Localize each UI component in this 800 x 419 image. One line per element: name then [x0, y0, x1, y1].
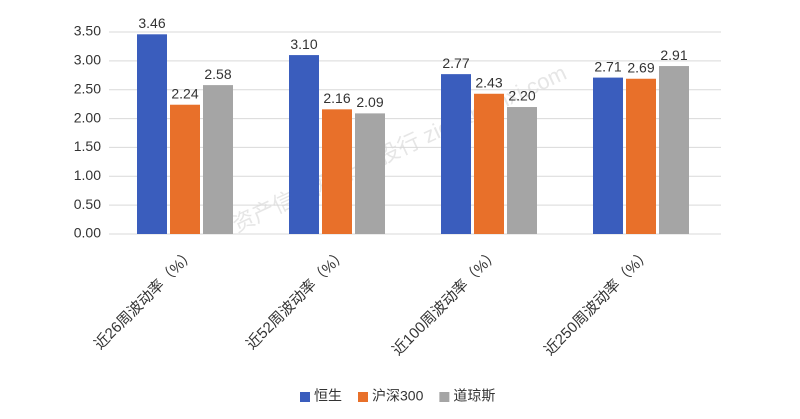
x-tick-label: 近100周波动率（%）: [389, 246, 502, 359]
bar: [659, 66, 689, 235]
value-label: 3.46: [138, 15, 165, 31]
bar: [593, 77, 623, 234]
value-label: 3.10: [290, 36, 317, 52]
x-tick-label: 近52周波动率（%）: [243, 246, 351, 354]
y-tick-label: 1.50: [74, 138, 101, 154]
value-label: 2.71: [594, 58, 621, 74]
bar: [507, 107, 537, 234]
y-tick-label: 0.50: [74, 196, 101, 212]
bar: [441, 74, 471, 234]
bar: [355, 113, 385, 234]
value-label: 2.91: [660, 47, 687, 63]
y-tick-label: 2.00: [74, 109, 101, 125]
legend-label: 恒生: [314, 388, 342, 404]
bar: [137, 34, 167, 235]
legend-swatch: [439, 392, 450, 402]
x-tick-label: 近250周波动率（%）: [541, 246, 654, 359]
value-label: 2.20: [508, 88, 535, 104]
y-tick-label: 3.00: [74, 52, 101, 68]
value-label: 2.77: [442, 55, 469, 71]
bar: [289, 55, 319, 235]
legend-swatch: [300, 392, 310, 402]
legend-label: 道琼斯: [453, 388, 495, 404]
bar: [203, 85, 233, 235]
value-label: 2.43: [475, 74, 502, 90]
x-tick-label: 近26周波动率（%）: [91, 246, 199, 354]
y-tick-label: 1.00: [74, 167, 101, 183]
bar: [170, 104, 200, 234]
bar: [474, 93, 504, 234]
legend-label: 沪深300: [372, 388, 424, 404]
value-label: 2.16: [323, 90, 350, 106]
y-tick-label: 0.00: [74, 225, 101, 241]
bar: [322, 109, 352, 234]
legend-swatch: [358, 392, 368, 402]
value-label: 2.58: [204, 66, 231, 82]
value-label: 2.24: [171, 85, 198, 101]
bar: [626, 78, 656, 235]
value-label: 2.09: [356, 94, 383, 110]
y-tick-label: 3.50: [74, 23, 101, 39]
value-label: 2.69: [627, 59, 654, 75]
y-tick-label: 2.50: [74, 80, 101, 96]
